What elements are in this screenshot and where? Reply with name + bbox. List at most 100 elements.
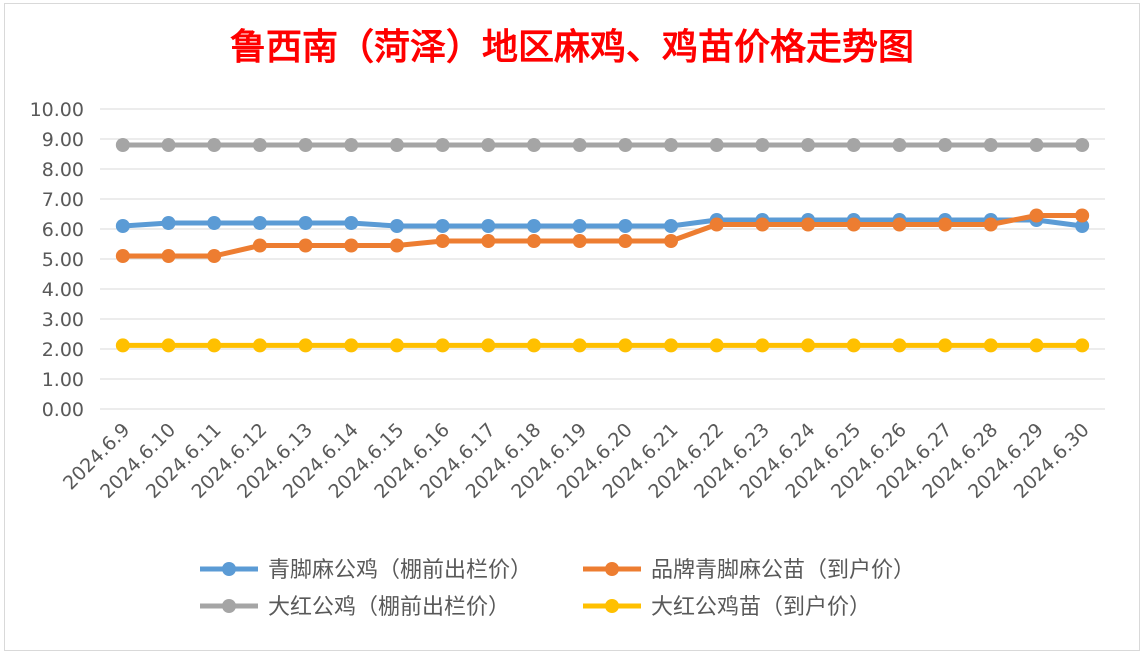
series-line xyxy=(122,213,1083,259)
data-point xyxy=(481,234,496,248)
y-axis-tick-labels: 0.00 1.00 2.00 3.00 4.00 5.00 6.00 7.00 8.00 9.00… xyxy=(30,99,84,421)
data-point xyxy=(298,238,313,253)
x-axis-tick-labels: 2024.6.92024.6.102024.6.112024.6.122024.… xyxy=(59,419,1094,503)
legend-label: 青脚麻公鸡（棚前出栏价） xyxy=(268,558,532,583)
data-point xyxy=(526,338,541,353)
data-point xyxy=(161,338,176,353)
data-point xyxy=(664,338,679,353)
data-point xyxy=(252,216,267,230)
data-point xyxy=(1075,219,1090,233)
y-tick-label: 0.00 xyxy=(42,399,84,421)
data-point xyxy=(938,338,953,353)
y-tick-label: 6.00 xyxy=(42,219,84,241)
data-point xyxy=(618,234,633,248)
data-point xyxy=(115,138,130,152)
y-tick-label: 10.00 xyxy=(30,99,84,121)
data-point xyxy=(618,138,633,152)
data-point xyxy=(846,138,861,152)
y-tick-label: 2.00 xyxy=(42,339,84,361)
data-point xyxy=(435,138,450,152)
data-point xyxy=(709,338,724,353)
data-point xyxy=(115,249,130,263)
data-point xyxy=(207,216,222,230)
legend-item: 大红公鸡苗（到户价） xyxy=(583,595,871,620)
data-point xyxy=(1029,208,1044,223)
data-point xyxy=(481,219,496,233)
data-point xyxy=(846,338,861,353)
data-point xyxy=(481,138,496,152)
data-point xyxy=(892,217,907,232)
data-point xyxy=(755,338,770,353)
data-point xyxy=(298,216,313,230)
data-point xyxy=(252,238,267,253)
data-point xyxy=(938,138,953,152)
data-point xyxy=(1075,338,1090,353)
data-point xyxy=(389,138,404,152)
series-line xyxy=(122,217,1083,229)
legend-label: 大红公鸡（棚前出栏价） xyxy=(268,595,510,620)
data-point xyxy=(801,217,816,232)
data-point xyxy=(435,338,450,353)
data-point xyxy=(983,138,998,152)
legend-item: 青脚麻公鸡（棚前出栏价） xyxy=(200,558,532,583)
legend-marker xyxy=(605,562,619,576)
data-point xyxy=(389,219,404,233)
chart-frame xyxy=(4,3,1140,651)
data-point xyxy=(892,338,907,353)
data-point xyxy=(526,219,541,233)
data-point xyxy=(344,238,359,253)
data-point xyxy=(755,138,770,152)
data-point xyxy=(252,338,267,353)
y-tick-label: 1.00 xyxy=(42,369,84,391)
data-point xyxy=(481,338,496,353)
data-point xyxy=(983,338,998,353)
legend-marker xyxy=(605,599,619,613)
legend-marker xyxy=(222,562,236,576)
data-point xyxy=(526,138,541,152)
data-point xyxy=(298,338,313,353)
data-point xyxy=(298,138,313,152)
y-tick-label: 4.00 xyxy=(42,279,84,301)
data-point xyxy=(1075,208,1090,223)
legend-item: 大红公鸡（棚前出栏价） xyxy=(200,595,510,620)
data-point xyxy=(1075,138,1090,152)
data-point xyxy=(207,249,222,263)
data-point xyxy=(892,138,907,152)
data-point xyxy=(435,234,450,248)
data-point xyxy=(664,234,679,248)
data-point xyxy=(572,138,587,152)
data-point xyxy=(709,138,724,152)
data-point xyxy=(846,217,861,232)
chart-title: 鲁西南（菏泽）地区麻鸡、鸡苗价格走势图 xyxy=(229,26,914,68)
series-1 xyxy=(115,208,1090,263)
legend-label: 大红公鸡苗（到户价） xyxy=(651,595,871,620)
data-point xyxy=(526,234,541,248)
legend-item: 品牌青脚麻公苗（到户价） xyxy=(583,558,915,583)
data-point xyxy=(1029,138,1044,152)
legend-label: 品牌青脚麻公苗（到户价） xyxy=(651,558,915,583)
data-point xyxy=(709,217,724,232)
data-point xyxy=(755,217,770,232)
data-point xyxy=(1029,338,1044,353)
data-point xyxy=(161,249,176,263)
data-point xyxy=(801,338,816,353)
data-point xyxy=(618,219,633,233)
data-point xyxy=(435,219,450,233)
legend: 青脚麻公鸡（棚前出栏价） 品牌青脚麻公苗（到户价） 大红公鸡（棚前出栏价） 大红公鸡苗… xyxy=(200,558,915,620)
series-3 xyxy=(115,338,1090,353)
data-point xyxy=(801,138,816,152)
data-point xyxy=(983,217,998,232)
y-tick-label: 5.00 xyxy=(42,249,84,271)
series-lines xyxy=(115,138,1090,353)
data-point xyxy=(664,219,679,233)
y-tick-label: 9.00 xyxy=(42,129,84,151)
data-point xyxy=(207,338,222,353)
data-point xyxy=(938,217,953,232)
y-tick-label: 8.00 xyxy=(42,159,84,181)
data-point xyxy=(572,338,587,353)
data-point xyxy=(664,138,679,152)
data-point xyxy=(618,338,633,353)
data-point xyxy=(252,138,267,152)
y-tick-label: 7.00 xyxy=(42,189,84,211)
data-point xyxy=(572,219,587,233)
